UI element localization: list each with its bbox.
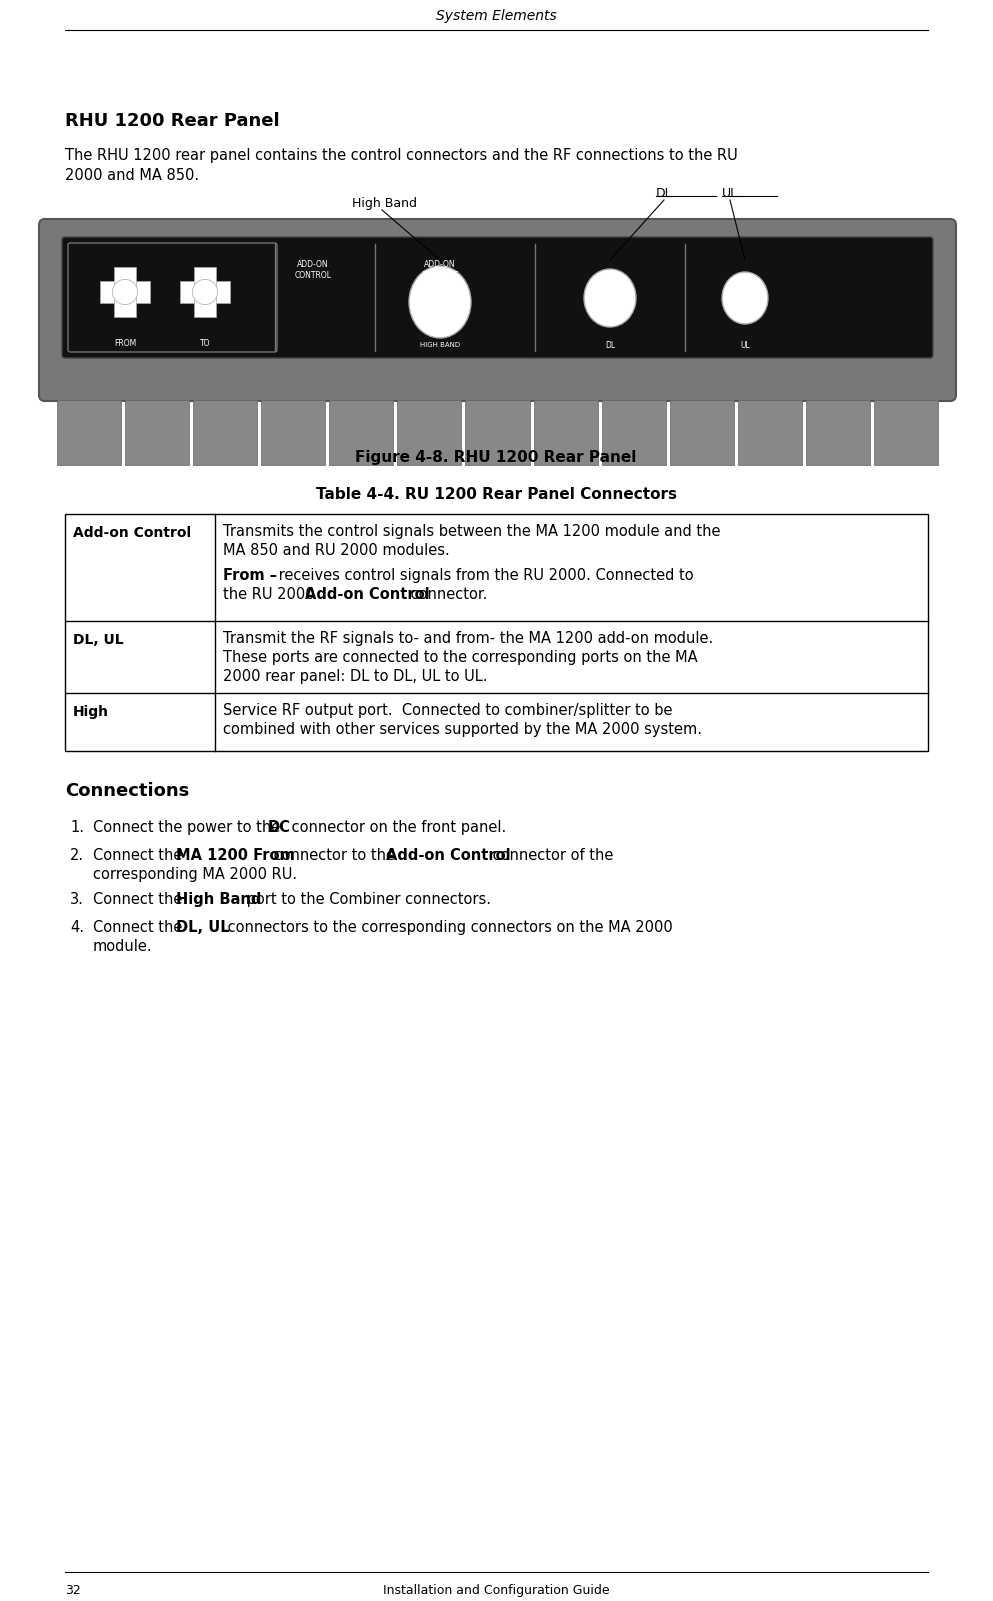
Text: Connect the power to the: Connect the power to the: [93, 820, 285, 836]
Text: corresponding MA 2000 RU.: corresponding MA 2000 RU.: [93, 868, 297, 882]
Bar: [261, 400, 326, 464]
FancyBboxPatch shape: [39, 219, 956, 400]
Bar: [100, 280, 150, 303]
Ellipse shape: [722, 272, 768, 323]
Text: UL: UL: [722, 187, 738, 200]
Bar: [602, 400, 665, 464]
Text: Add-on Control: Add-on Control: [386, 849, 510, 863]
Text: Add-on Control: Add-on Control: [305, 588, 430, 602]
Text: High Band: High Band: [352, 197, 417, 210]
Text: UL: UL: [740, 341, 750, 349]
Bar: [738, 400, 801, 464]
Text: From –: From –: [223, 568, 277, 583]
Text: 32: 32: [65, 1583, 80, 1598]
Bar: [330, 400, 393, 464]
Bar: [57, 400, 121, 464]
Text: 2.: 2.: [70, 849, 84, 863]
Text: the RU 2000: the RU 2000: [223, 588, 320, 602]
Bar: [874, 400, 938, 464]
Text: MA 1200 From: MA 1200 From: [176, 849, 295, 863]
Ellipse shape: [112, 280, 138, 304]
Bar: [466, 400, 529, 464]
FancyBboxPatch shape: [68, 243, 277, 352]
Text: Connect the: Connect the: [93, 921, 187, 935]
Ellipse shape: [409, 266, 471, 338]
Bar: [114, 267, 136, 317]
Bar: [194, 267, 216, 317]
Bar: [194, 400, 257, 464]
Text: connector.: connector.: [406, 588, 488, 602]
Text: Service RF output port.  Connected to combiner/splitter to be: Service RF output port. Connected to com…: [223, 703, 672, 717]
Text: connector on the front panel.: connector on the front panel.: [287, 820, 506, 836]
Text: MA 850 and RU 2000 modules.: MA 850 and RU 2000 modules.: [223, 543, 450, 559]
Bar: [180, 280, 230, 303]
Text: ·: ·: [51, 234, 55, 243]
Text: Connect the: Connect the: [93, 892, 187, 908]
Text: These ports are connected to the corresponding ports on the MA: These ports are connected to the corresp…: [223, 650, 698, 664]
Bar: [533, 400, 598, 464]
Text: Figure 4-8. RHU 1200 Rear Panel: Figure 4-8. RHU 1200 Rear Panel: [355, 450, 637, 464]
Bar: [397, 400, 462, 464]
Text: module.: module.: [93, 940, 153, 954]
Text: connector to the: connector to the: [269, 849, 399, 863]
Text: High: High: [73, 704, 109, 719]
Text: connector of the: connector of the: [488, 849, 614, 863]
Text: Transmit the RF signals to- and from- the MA 1200 add-on module.: Transmit the RF signals to- and from- th…: [223, 631, 713, 645]
Text: FROM: FROM: [114, 338, 136, 347]
Bar: [65, 514, 928, 751]
Text: ADD-ON
CONTROL: ADD-ON CONTROL: [295, 261, 332, 280]
Text: port to the Combiner connectors.: port to the Combiner connectors.: [242, 892, 491, 908]
Bar: [125, 400, 189, 464]
Ellipse shape: [584, 269, 636, 327]
Bar: [806, 400, 870, 464]
Text: 4.: 4.: [70, 921, 84, 935]
Text: connectors to the corresponding connectors on the MA 2000: connectors to the corresponding connecto…: [223, 921, 672, 935]
Text: HIGH BAND: HIGH BAND: [420, 343, 460, 347]
Text: receives control signals from the RU 2000. Connected to: receives control signals from the RU 200…: [274, 568, 694, 583]
Text: High Band: High Band: [176, 892, 261, 908]
Text: 3.: 3.: [70, 892, 83, 908]
Text: 2000 rear panel: DL to DL, UL to UL.: 2000 rear panel: DL to DL, UL to UL.: [223, 669, 488, 684]
Text: ·: ·: [940, 234, 944, 243]
Text: 2000 and MA 850.: 2000 and MA 850.: [65, 168, 200, 183]
Text: Installation and Configuration Guide: Installation and Configuration Guide: [382, 1583, 610, 1598]
Text: Transmits the control signals between the MA 1200 module and the: Transmits the control signals between th…: [223, 524, 721, 540]
Text: The RHU 1200 rear panel contains the control connectors and the RF connections t: The RHU 1200 rear panel contains the con…: [65, 147, 738, 163]
Text: Add-on Control: Add-on Control: [73, 527, 191, 540]
Text: 1.: 1.: [70, 820, 84, 836]
Text: DL: DL: [656, 187, 672, 200]
Text: Connect the: Connect the: [93, 849, 187, 863]
Text: DC: DC: [268, 820, 291, 836]
FancyBboxPatch shape: [62, 237, 933, 359]
Text: DL, UL: DL, UL: [73, 632, 123, 647]
Text: RHU 1200 Rear Panel: RHU 1200 Rear Panel: [65, 112, 280, 130]
Text: TO: TO: [200, 338, 211, 347]
Text: System Elements: System Elements: [436, 10, 556, 22]
Text: DL, UL: DL, UL: [176, 921, 229, 935]
Text: Connections: Connections: [65, 781, 190, 800]
Ellipse shape: [193, 280, 217, 304]
Text: ADD-ON
RF PORTS: ADD-ON RF PORTS: [422, 261, 459, 280]
Bar: [669, 400, 734, 464]
Text: combined with other services supported by the MA 2000 system.: combined with other services supported b…: [223, 722, 702, 736]
Text: DL: DL: [605, 341, 615, 349]
Text: Table 4-4. RU 1200 Rear Panel Connectors: Table 4-4. RU 1200 Rear Panel Connectors: [316, 487, 676, 503]
